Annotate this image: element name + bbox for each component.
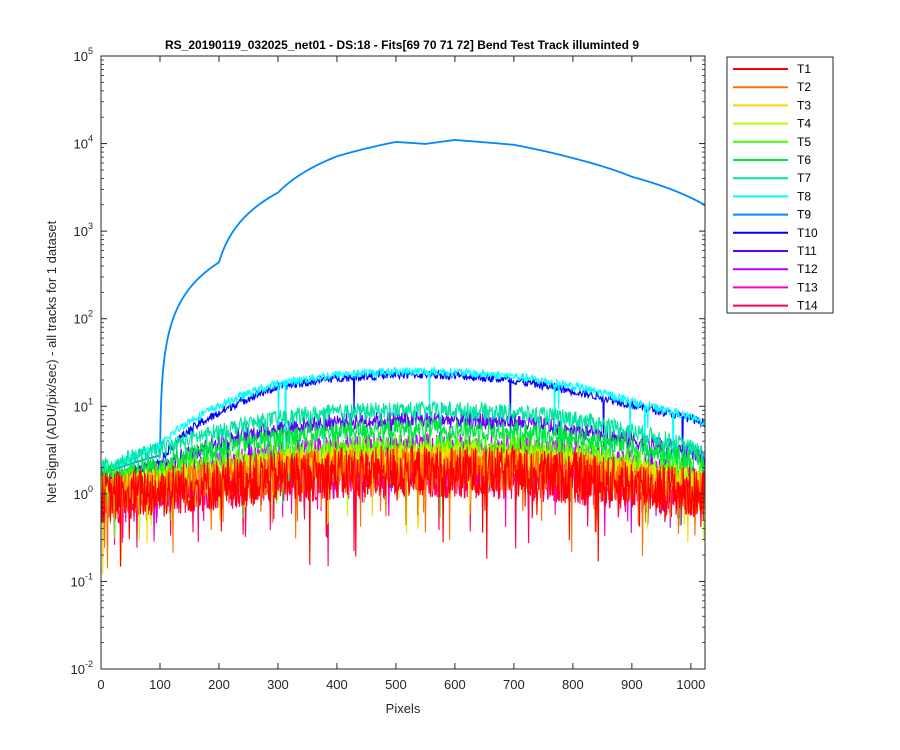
y-tick-base: 10 [74, 49, 88, 64]
axes-box [100, 55, 706, 670]
y-tick-base: 10 [74, 224, 88, 239]
y-tick-label: 104 [74, 134, 93, 152]
y-tick-label: 105 [74, 46, 93, 64]
y-axis-label: Net Signal (ADU/pix/sec) - all tracks fo… [44, 220, 59, 503]
series-line-t8 [101, 365, 705, 539]
y-tick-base: 10 [74, 312, 88, 327]
y-tick-label: 10-1 [71, 571, 93, 589]
series-line-t7 [101, 400, 705, 491]
series-lines [101, 139, 705, 574]
x-tick-label: 500 [385, 677, 407, 692]
y-tick-base: 10 [71, 662, 85, 677]
x-tick-label: 900 [621, 677, 643, 692]
y-tick-base: 10 [74, 487, 88, 502]
y-tick-base: 10 [71, 574, 85, 589]
chart-title: RS_20190119_032025_net01 - DS:18 - Fits[… [165, 38, 639, 52]
x-tick-label: 1000 [676, 677, 705, 692]
x-tick-label: 200 [208, 677, 230, 692]
legend-label-t12: T12 [797, 262, 818, 276]
legend-label-t8: T8 [797, 189, 811, 203]
series-line-t9 [101, 139, 705, 476]
x-tick-label: 700 [503, 677, 525, 692]
y-tick-exponent: 0 [88, 484, 93, 494]
legend: T1 T2 T3 T4 T5 T6 T7 T8 T9 T10 T11 T12 T13 T14 [726, 56, 834, 314]
plot-area [101, 56, 705, 669]
legend-label-t2: T2 [797, 80, 811, 94]
y-tick-label: 10-2 [71, 659, 93, 677]
legend-label-t11: T11 [797, 244, 817, 258]
series-line-t2 [101, 445, 705, 569]
x-tick-label: 600 [444, 677, 466, 692]
legend-label-t14: T14 [797, 299, 818, 313]
y-tick-label: 102 [74, 309, 93, 327]
legend-label-t5: T5 [797, 135, 811, 149]
y-tick-label: 101 [74, 396, 93, 414]
x-tick-label: 300 [267, 677, 289, 692]
x-tick-label: 800 [562, 677, 584, 692]
y-tick-exponent: 3 [88, 221, 93, 231]
legend-label-t3: T3 [797, 98, 811, 112]
y-tick-base: 10 [74, 137, 88, 152]
y-tick-exponent: 2 [88, 309, 93, 319]
series-line-t6 [101, 418, 705, 527]
x-tick-label: 100 [149, 677, 171, 692]
legend-label-t9: T9 [797, 208, 811, 222]
y-tick-label: 103 [74, 221, 93, 239]
y-tick-base: 10 [74, 399, 88, 414]
legend-label-t1: T1 [797, 62, 811, 76]
x-tick-label: 400 [326, 677, 348, 692]
y-tick-label: 100 [74, 484, 93, 502]
legend-label-t10: T10 [797, 226, 818, 240]
legend-box [726, 56, 834, 314]
y-tick-exponent: 4 [88, 134, 93, 144]
legend-label-t6: T6 [797, 153, 811, 167]
y-tick-exponent: -1 [85, 571, 93, 581]
series-line-t1 [101, 445, 705, 567]
legend-label-t13: T13 [797, 280, 818, 294]
y-tick-exponent: 5 [88, 46, 93, 56]
legend-label-t7: T7 [797, 171, 811, 185]
y-tick-exponent: -2 [85, 659, 93, 669]
legend-label-t4: T4 [797, 117, 811, 131]
x-axis-label: Pixels [386, 701, 421, 716]
x-axis: 0 100 200 300 400 500 600 700 800 900 1000 [97, 56, 705, 692]
x-tick-label: 0 [97, 677, 104, 692]
y-tick-exponent: 1 [88, 396, 93, 406]
